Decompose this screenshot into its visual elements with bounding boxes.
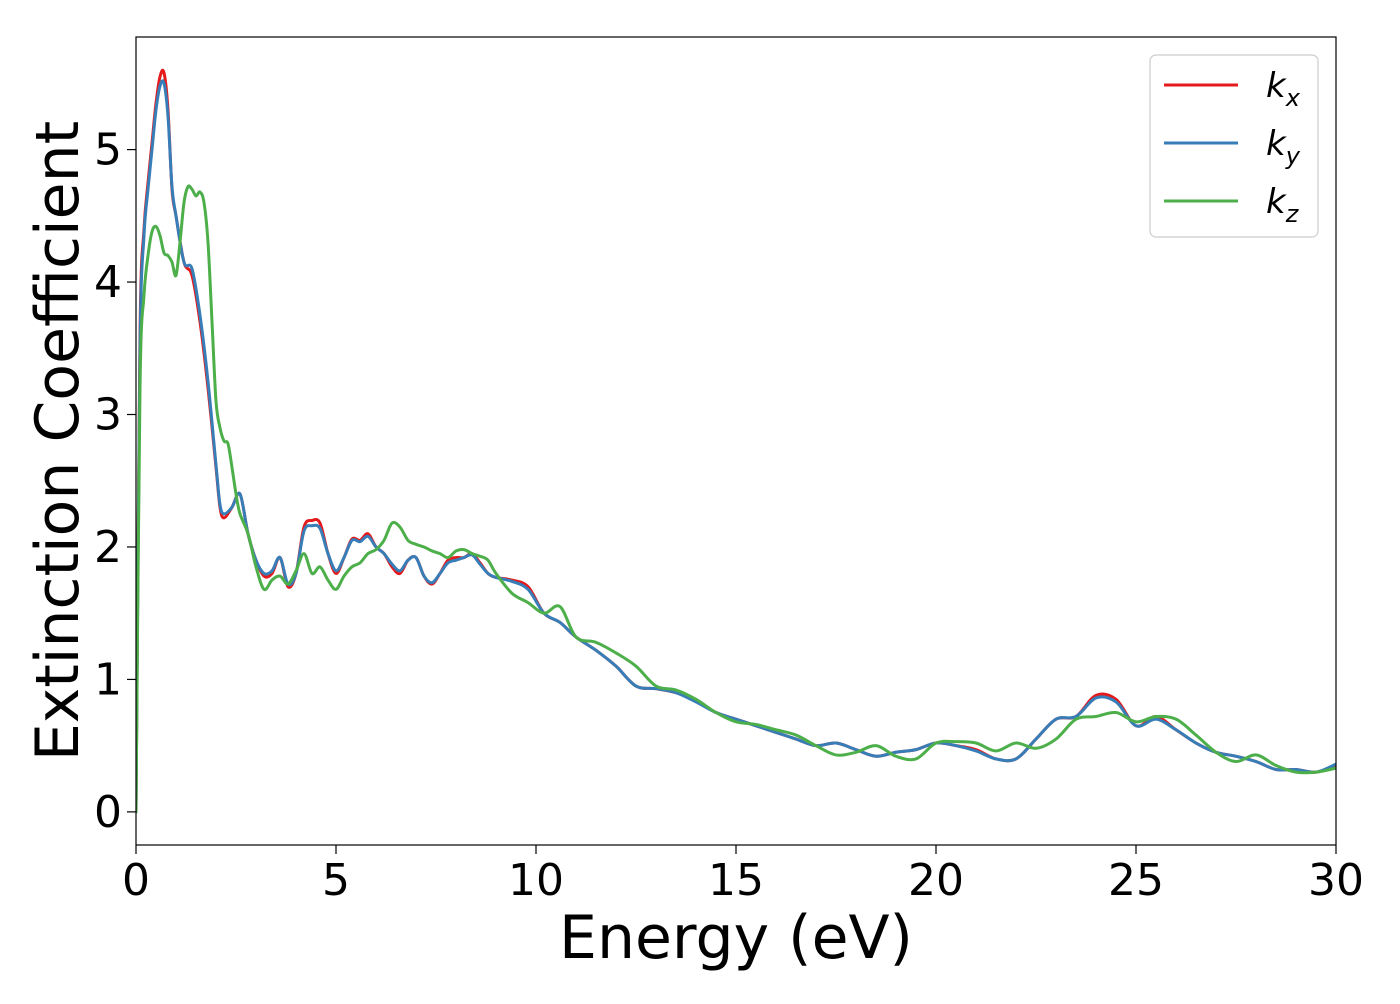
- series-line-k-z: [136, 184, 1336, 814]
- legend-label-k-z: kz: [1266, 182, 1300, 228]
- y-tick-label: 3: [94, 390, 122, 441]
- x-tick-label: 25: [1108, 855, 1164, 906]
- y-tick-label: 2: [94, 522, 122, 573]
- x-tick-label: 5: [322, 855, 350, 906]
- x-tick-label: 30: [1308, 855, 1364, 906]
- x-axis: 0 5 10 15 20 25 30: [122, 845, 1364, 906]
- x-tick-label: 20: [908, 855, 964, 906]
- y-tick-label: 0: [94, 787, 122, 838]
- y-tick-label: 4: [94, 257, 122, 308]
- legend-box: [1149, 54, 1319, 238]
- legend: kx ky kz: [1149, 54, 1319, 238]
- y-axis: 0 1 2 3 4 5: [94, 125, 136, 838]
- y-tick-label: 1: [94, 654, 122, 705]
- legend-label-k-y: ky: [1266, 124, 1301, 170]
- x-axis-label: Energy (eV): [559, 903, 913, 973]
- x-tick-label: 10: [508, 855, 564, 906]
- x-tick-label: 15: [708, 855, 764, 906]
- series-layer: [136, 68, 1336, 814]
- legend-label-k-x: kx: [1266, 66, 1301, 112]
- series-line-k-y: [136, 79, 1336, 814]
- y-axis-label: Extinction Coefficient: [23, 121, 93, 761]
- y-tick-label: 5: [94, 125, 122, 176]
- x-tick-label: 0: [122, 855, 150, 906]
